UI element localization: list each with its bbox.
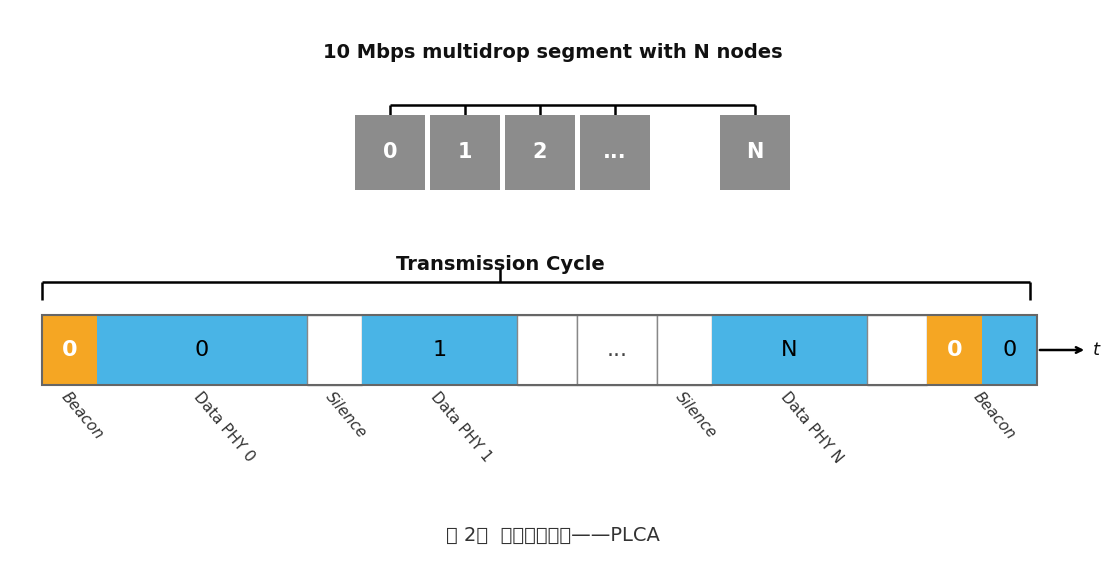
Bar [927,315,982,385]
Bar [867,315,927,385]
Bar [720,115,790,190]
Text: Data PHY 0: Data PHY 0 [190,389,257,464]
Text: Data PHY N: Data PHY N [778,389,846,466]
Text: 1: 1 [458,142,473,163]
Bar [42,315,1037,385]
Bar [42,315,97,385]
Text: 0: 0 [195,340,209,360]
Text: 2: 2 [532,142,547,163]
Text: 10 Mbps multidrop segment with N nodes: 10 Mbps multidrop segment with N nodes [323,42,783,61]
Text: N: N [746,142,764,163]
Text: 1: 1 [433,340,446,360]
Bar [362,315,517,385]
Bar [712,315,867,385]
Text: Silence: Silence [323,389,370,441]
Bar [97,315,307,385]
Text: ...: ... [607,340,628,360]
Text: 图 2：  物理层防冲突——PLCA: 图 2： 物理层防冲突——PLCA [446,526,660,544]
Text: Beacon: Beacon [58,389,106,442]
Bar [430,115,500,190]
Text: ...: ... [603,142,627,163]
Text: Transmission Cycle: Transmission Cycle [395,255,604,274]
Bar [982,315,1037,385]
Bar [580,115,650,190]
Bar [656,315,712,385]
Text: 0: 0 [946,340,962,360]
Text: Silence: Silence [673,389,720,441]
Text: 0: 0 [62,340,77,360]
Text: Data PHY 1: Data PHY 1 [428,389,495,464]
Bar [505,115,575,190]
Text: 0: 0 [1002,340,1016,360]
Text: N: N [782,340,798,360]
Bar [307,315,362,385]
Text: 0: 0 [383,142,397,163]
Text: Beacon: Beacon [971,389,1018,442]
Bar [517,315,577,385]
Bar [355,115,425,190]
Bar [577,315,656,385]
Text: t: t [1093,341,1100,359]
